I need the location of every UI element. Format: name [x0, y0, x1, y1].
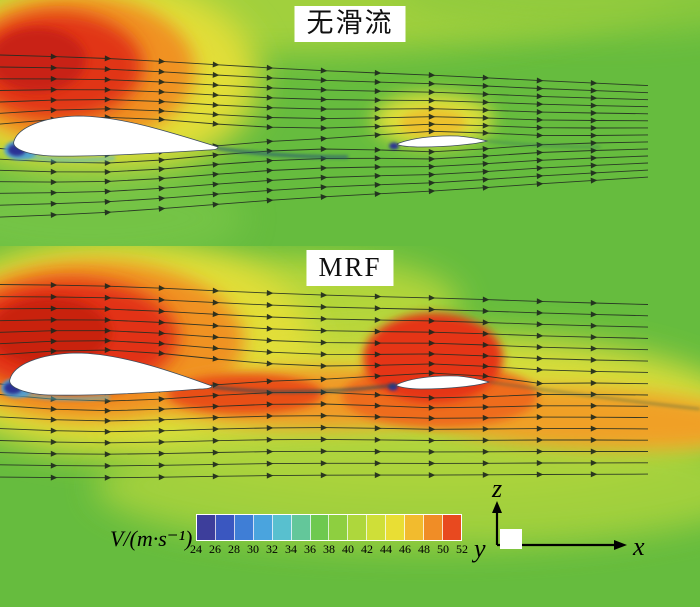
z-axis-arrow-icon	[492, 501, 502, 513]
x-axis-arrow-icon	[614, 540, 627, 550]
front-airfoil	[13, 115, 219, 157]
colorbar-tick: 32	[266, 542, 278, 556]
colorbar-cell	[386, 515, 406, 540]
colorbar-cell	[234, 515, 254, 540]
colorbar-cell	[442, 515, 461, 540]
panel-title-no-slipstream: 无滑流	[294, 6, 406, 42]
colorbar-cell	[367, 515, 387, 540]
colorbar-ticks: 24 26 28 30 32 34 36 38 40 42 44 46 48 5…	[190, 542, 468, 557]
colorbar-tick: 24	[190, 542, 202, 556]
colorbar-tick: 28	[228, 542, 240, 556]
colorbar-cell	[291, 515, 311, 540]
colorbar-cell	[215, 515, 235, 540]
colorbar-tick: 50	[437, 542, 449, 556]
colorbar-tick: 34	[285, 542, 297, 556]
colorbar-tick: 48	[418, 542, 430, 556]
colorbar-label: V/(m·s⁻¹)	[110, 526, 193, 551]
rear-airfoil	[396, 135, 489, 148]
rear-wake-streak	[488, 381, 700, 410]
colorbar-tick: 38	[323, 542, 335, 556]
colorbar-tick: 46	[399, 542, 411, 556]
panel-mrf	[0, 246, 700, 607]
colorbar-cell	[329, 515, 349, 540]
panel-title-mrf: MRF	[306, 250, 394, 286]
colorbar-tick: 30	[247, 542, 259, 556]
colorbar-cell	[197, 515, 216, 540]
colorbar-cell	[253, 515, 273, 540]
front-airfoil	[9, 352, 213, 396]
rear-airfoil	[395, 375, 491, 390]
contour-plot-mrf	[0, 246, 700, 607]
y-plane-square	[500, 529, 522, 549]
colorbar-tick: 26	[209, 542, 221, 556]
colorbar-tick: 40	[342, 542, 354, 556]
colorbar-cell	[310, 515, 330, 540]
colorbar-cell	[405, 515, 425, 540]
colorbar-gradient	[196, 514, 462, 541]
x-axis-label: x	[632, 532, 645, 561]
colorbar-tick: 52	[456, 542, 468, 556]
colorbar-tick: 42	[361, 542, 373, 556]
wake-streak	[211, 383, 397, 393]
colorbar-cell	[424, 515, 443, 540]
colorbar-cell	[272, 515, 292, 540]
wake-streak	[215, 146, 349, 159]
colorbar-tick: 44	[380, 542, 392, 556]
y-axis-label: y	[471, 534, 486, 563]
z-axis-label: z	[491, 474, 502, 503]
colorbar-cell	[348, 515, 368, 540]
rear-wake-streak	[486, 140, 601, 148]
axis-triad: z x y	[471, 474, 645, 563]
colorbar-tick: 36	[304, 542, 316, 556]
